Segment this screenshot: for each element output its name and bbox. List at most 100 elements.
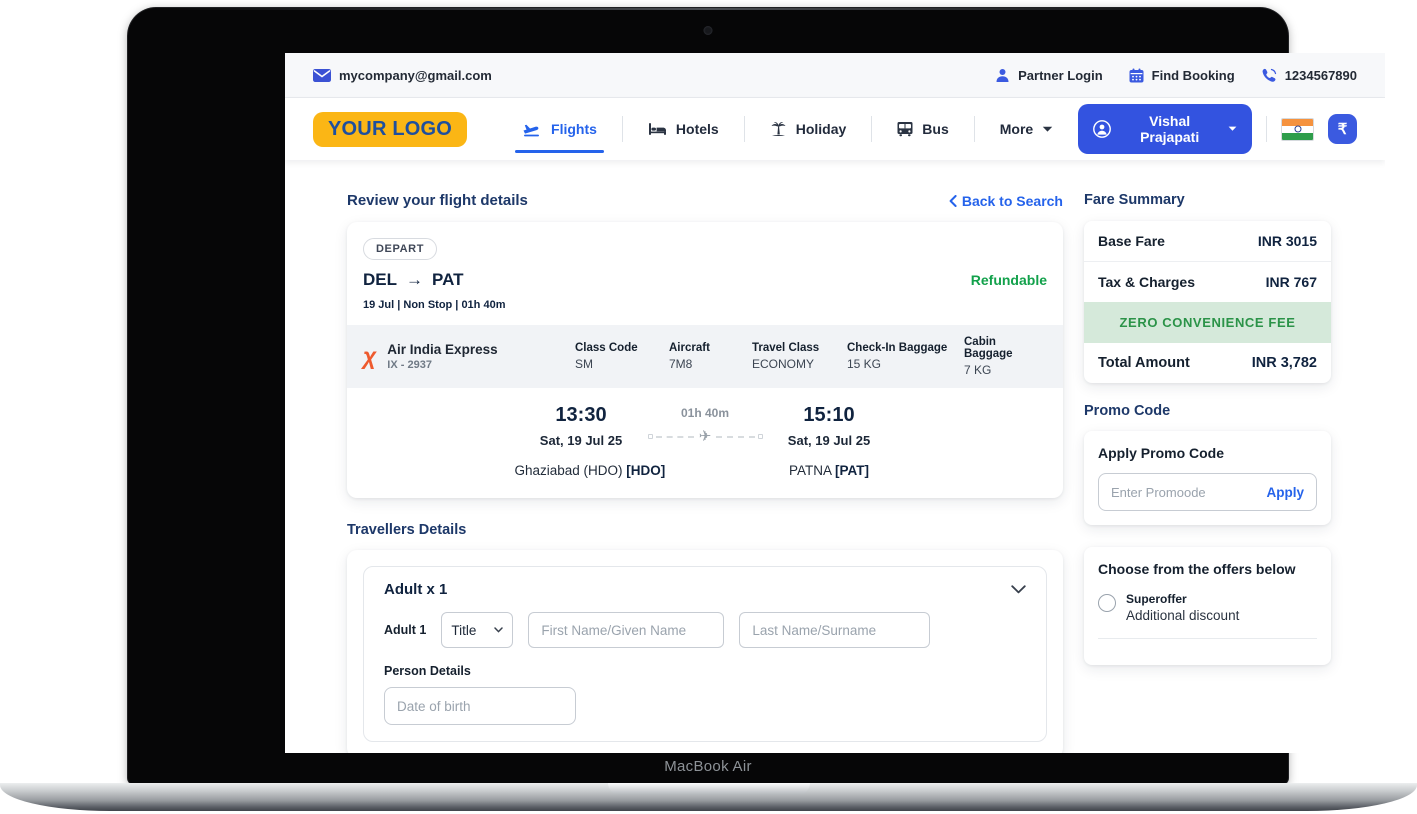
fare-summary-card: Base Fare INR 3015 Tax & Charges INR 767…	[1084, 221, 1331, 383]
path-dash	[716, 435, 755, 438]
phone-text: 1234567890	[1284, 67, 1357, 83]
macbook-lid: mycompany@gmail.com Partner Login Find B…	[128, 8, 1385, 784]
promo-code-title: Promo Code	[1084, 403, 1171, 419]
fare-summary-title: Fare Summary	[1084, 192, 1185, 208]
travellers-card: Adult x 1 Adult 1 Title	[347, 550, 1063, 753]
total-value: INR 3,782	[1251, 355, 1317, 371]
main-navbar: YOUR LOGO Flights Hotels	[285, 98, 1385, 160]
total-label: Total Amount	[1098, 355, 1190, 371]
caret-down-icon	[1228, 126, 1237, 132]
flight-path-graphic: ✈	[647, 428, 763, 445]
info-label: Travel Class	[752, 342, 820, 354]
airline-logo-icon: χ	[363, 343, 377, 369]
radio-button[interactable]	[1098, 594, 1116, 612]
back-to-search-text: Back to Search	[961, 192, 1063, 209]
path-endpoint	[757, 434, 763, 439]
find-booking-text: Find Booking	[1151, 67, 1235, 83]
fare-value: INR 767	[1265, 274, 1317, 290]
flight-number: IX - 2937	[387, 359, 432, 371]
nav-label-flights: Flights	[551, 121, 597, 137]
airline-cell: χ Air India Express IX - 2937	[363, 342, 575, 371]
nav-item-bus[interactable]: Bus	[872, 98, 973, 160]
select-caret-icon	[494, 627, 504, 633]
person-details-label: Person Details	[384, 664, 471, 678]
arrival-block: 15:10 Sat, 19 Jul 25 PATNA [PAT]	[763, 404, 896, 478]
flight-info-strip: χ Air India Express IX - 2937 Class Code…	[347, 325, 1063, 388]
depart-summary-section: DEPART DEL → PAT Refundable 19 Jul | Non…	[347, 222, 1063, 325]
chevron-down-icon[interactable]	[1011, 585, 1026, 594]
nav-items: Flights Hotels	[497, 98, 1078, 160]
nav-item-flights[interactable]: Flights	[497, 98, 622, 160]
path-dash	[655, 435, 694, 438]
apply-promo-title: Apply Promo Code	[1098, 445, 1225, 461]
user-name-text: Vishal Prajapati	[1140, 113, 1200, 145]
departure-city-code: [HDO]	[626, 463, 666, 478]
offer-option-superoffer[interactable]: Superoffer Additional discount	[1098, 592, 1317, 623]
title-select[interactable]: Title	[441, 612, 514, 648]
nav-item-holiday[interactable]: Holiday	[745, 98, 872, 160]
info-class-code: Class Code SM	[575, 342, 669, 371]
divider	[1084, 261, 1331, 262]
nav-label-more: More	[999, 121, 1034, 137]
departure-date: Sat, 19 Jul 25	[539, 433, 623, 448]
email-link[interactable]: mycompany@gmail.com	[313, 68, 492, 83]
arrival-city-name: PATNA	[788, 463, 835, 478]
plane-icon: ✈	[698, 428, 712, 445]
first-name-input[interactable]	[528, 612, 725, 648]
departure-time: 13:30	[555, 404, 607, 426]
travellers-details-title: Travellers Details	[347, 522, 467, 538]
nav-divider	[1266, 116, 1268, 142]
arrival-city: PATNA [PAT]	[763, 463, 896, 478]
nav-item-hotels[interactable]: Hotels	[623, 98, 744, 160]
currency-rupee-button[interactable]: ₹	[1328, 114, 1357, 144]
partner-login-link[interactable]: Partner Login	[995, 68, 1103, 83]
company-logo[interactable]: YOUR LOGO	[313, 111, 468, 147]
duration-block: 01h 40m ✈	[647, 404, 763, 445]
offer-description: Additional discount	[1126, 608, 1240, 623]
partner-login-text: Partner Login	[1018, 67, 1103, 83]
info-value: SM	[575, 357, 593, 371]
info-cabin-baggage: Cabin Baggage 7 KG	[964, 336, 1047, 377]
top-utility-bar: mycompany@gmail.com Partner Login Find B…	[285, 53, 1385, 98]
path-endpoint	[647, 434, 653, 439]
find-booking-link[interactable]: Find Booking	[1129, 68, 1235, 83]
last-name-input[interactable]	[739, 612, 931, 648]
arrival-city-code: [PAT]	[835, 463, 869, 478]
chevron-left-icon	[949, 194, 957, 207]
airline-name: Air India Express	[387, 342, 498, 357]
info-value: 7M8	[669, 357, 693, 371]
main-column: Review your flight details Back to Searc…	[347, 160, 1063, 753]
promo-code-input[interactable]	[1111, 484, 1259, 500]
arrival-time: 15:10	[803, 404, 855, 426]
user-account-button[interactable]: Vishal Prajapati	[1078, 104, 1253, 154]
apply-promo-button[interactable]: Apply	[1266, 484, 1304, 500]
promo-code-card: Apply Promo Code Apply	[1084, 431, 1331, 525]
macbook-air-label: MacBook Air	[664, 758, 752, 775]
nav-item-more[interactable]: More	[975, 98, 1078, 160]
fare-row-total: Total Amount INR 3,782	[1084, 343, 1331, 383]
back-to-search-link[interactable]: Back to Search	[949, 193, 1063, 209]
info-label: Cabin Baggage	[964, 336, 1013, 360]
webcam-dot	[703, 26, 713, 35]
date-of-birth-input[interactable]	[384, 687, 576, 725]
departure-city: Ghaziabad (HDO) [HDO]	[515, 463, 666, 478]
info-travel-class: Travel Class ECONOMY	[752, 342, 847, 371]
info-value: ECONOMY	[752, 357, 815, 371]
nav-divider	[621, 116, 623, 142]
route-codes: DEL → PAT	[363, 270, 463, 290]
departure-block: 13:30 Sat, 19 Jul 25 Ghaziabad (HDO) [HD…	[515, 404, 666, 478]
phone-link[interactable]: 1234567890	[1261, 68, 1357, 83]
bus-icon	[897, 121, 913, 137]
info-aircraft: Aircraft 7M8	[669, 342, 752, 371]
envelope-icon	[313, 68, 331, 82]
refundable-badge: Refundable	[970, 272, 1047, 288]
nav-label-bus: Bus	[922, 121, 949, 137]
adult-accordion-header[interactable]: Adult x 1	[384, 581, 1026, 598]
page-title: Review your flight details	[347, 192, 528, 209]
india-flag-icon[interactable]	[1281, 117, 1315, 141]
fare-label: Tax & Charges	[1098, 274, 1195, 290]
info-value: 15 KG	[847, 357, 882, 371]
nav-divider	[871, 116, 873, 142]
name-fields-row: Adult 1 Title	[384, 612, 1026, 648]
